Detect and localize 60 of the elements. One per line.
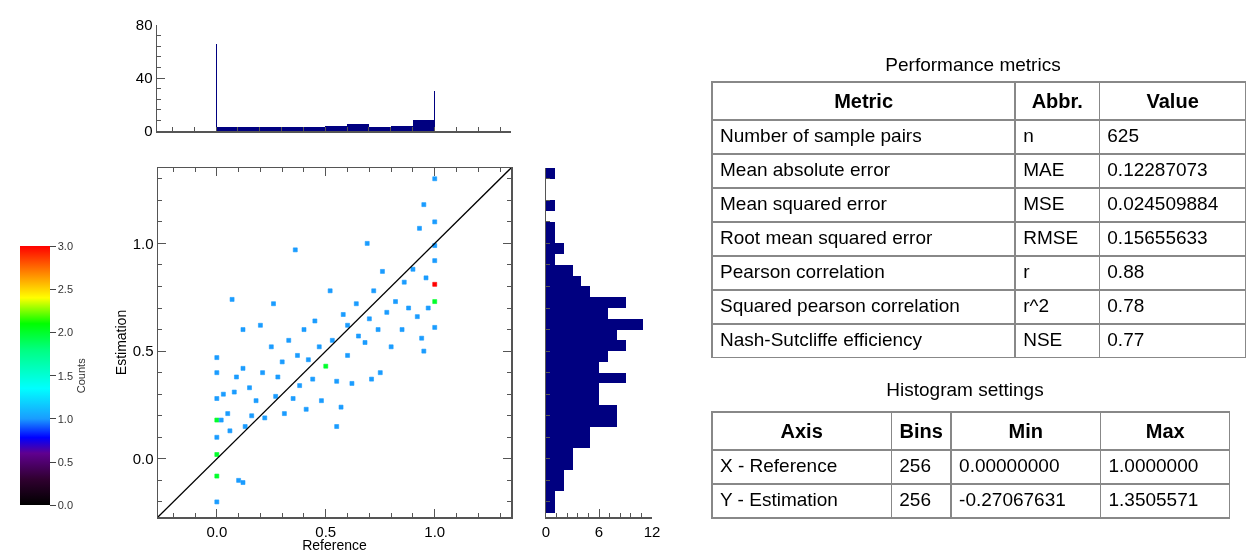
color-bar-label: 1.5 — [57, 369, 73, 382]
color-bar-label: 0.0 — [57, 499, 73, 512]
x-tick-label: 0.0 — [206, 522, 228, 540]
y-axis-title: Estimation — [113, 309, 130, 376]
color-bar-label: 3.0 — [57, 240, 73, 253]
text: r — [1023, 261, 1030, 283]
text: n — [1023, 125, 1034, 147]
category-label: Bins — [899, 420, 943, 442]
text: Root mean squared error — [720, 227, 933, 249]
text: Squared pearson correlation — [720, 295, 960, 317]
text: r^2 — [1023, 295, 1049, 317]
text: RMSE — [1023, 227, 1079, 249]
color-bar-label: 2.0 — [57, 326, 73, 339]
x-tick-label: 1.0 — [424, 522, 446, 540]
text: Number of sample pairs — [720, 125, 922, 147]
text: 0.12287073 — [1107, 159, 1208, 181]
y-tick-label: 1.0 — [132, 234, 154, 252]
text: 256 — [899, 489, 932, 511]
text: Histogram settings — [886, 378, 1044, 400]
x-tick-label: 0.5 — [315, 522, 337, 540]
text: Mean absolute error — [720, 159, 891, 181]
text: Mean squared error — [720, 193, 887, 215]
text: 0.00000000 — [959, 455, 1060, 477]
text: X - Reference — [720, 455, 838, 477]
y-tick-label: 0.0 — [132, 450, 154, 468]
text: Nash-Sutcliffe efficiency — [720, 329, 923, 351]
x-axis-title: Reference — [302, 537, 368, 553]
text: 0.77 — [1107, 329, 1145, 351]
color-bar-label: 1.0 — [57, 412, 73, 425]
text: Y - Estimation — [720, 489, 838, 511]
y-tick-label: 40 — [135, 69, 153, 87]
text: 0.78 — [1107, 295, 1145, 317]
category-label: Value — [1146, 90, 1199, 112]
x-tick-label: 12 — [643, 522, 661, 540]
text: -0.27067631 — [959, 489, 1066, 511]
color-bar-title: Counts — [75, 357, 87, 394]
category-label: Metric — [834, 90, 894, 112]
category-label: Axis — [780, 420, 823, 442]
text: Performance metrics — [885, 53, 1061, 75]
text: 0.88 — [1107, 261, 1145, 283]
text: 256 — [899, 455, 932, 477]
text: Pearson correlation — [720, 261, 885, 283]
x-tick-label: 6 — [594, 522, 604, 540]
y-tick-label: 0 — [144, 122, 153, 140]
text: MAE — [1023, 159, 1065, 181]
text: 1.3505571 — [1108, 489, 1199, 511]
y-tick-label: 0.5 — [132, 342, 154, 360]
color-bar-label: 0.5 — [57, 455, 73, 468]
category-label: Max — [1145, 420, 1185, 442]
text: 0.024509884 — [1107, 193, 1219, 215]
text: 1.0000000 — [1108, 455, 1199, 477]
y-tick-label: 80 — [135, 16, 153, 34]
text: 0.15655633 — [1107, 227, 1208, 249]
x-tick-label: 0 — [541, 522, 551, 540]
color-bar-label: 2.5 — [57, 283, 73, 296]
text: MSE — [1023, 193, 1065, 215]
category-label: Abbr. — [1031, 90, 1083, 112]
category-label: Min — [1008, 420, 1044, 442]
text: 625 — [1107, 125, 1139, 147]
text: NSE — [1023, 329, 1063, 351]
